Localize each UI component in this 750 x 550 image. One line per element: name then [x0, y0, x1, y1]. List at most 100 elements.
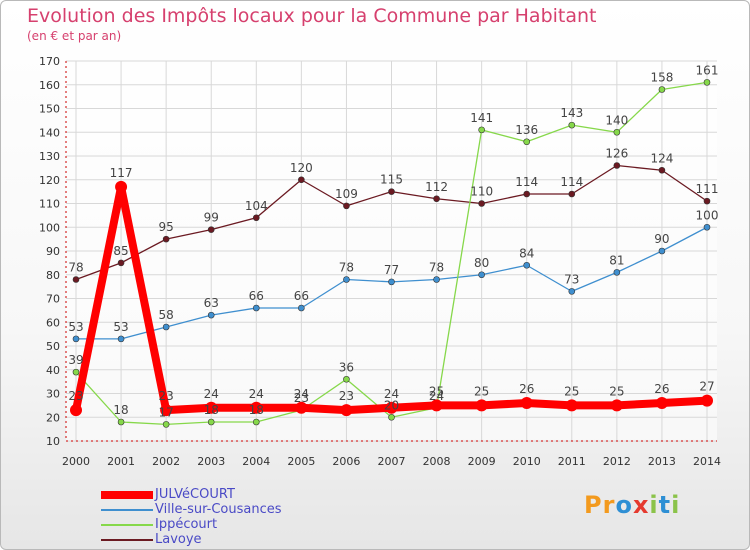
data-point [568, 121, 576, 129]
data-label: 84 [519, 246, 534, 260]
x-tick-label: 2012 [603, 455, 631, 468]
data-point [388, 413, 395, 421]
x-tick-label: 2003 [197, 455, 225, 468]
y-tick-label: 80 [46, 269, 60, 282]
data-point [205, 401, 218, 414]
data-point [475, 399, 488, 412]
data-point [343, 276, 350, 283]
data-point [207, 311, 215, 319]
x-tick-label: 2006 [332, 455, 360, 468]
data-point [433, 195, 440, 203]
logo-letter: o [615, 491, 633, 519]
logo-letter: i [671, 491, 681, 519]
data-point [478, 126, 485, 134]
data-label: 25 [474, 384, 489, 398]
logo-letter: P [584, 491, 603, 519]
data-label: 66 [294, 289, 309, 303]
y-tick-label: 140 [39, 126, 60, 139]
data-point [520, 397, 533, 409]
data-point [613, 162, 621, 169]
data-label: 114 [560, 175, 583, 189]
data-point [478, 271, 485, 279]
data-point [117, 418, 125, 426]
series-lines [70, 79, 713, 428]
data-label: 136 [515, 123, 538, 137]
data-label: 26 [519, 382, 534, 396]
y-tick-label: 120 [39, 174, 60, 187]
legend-label: JULVéCOURT [155, 487, 235, 502]
x-tick-label: 2010 [513, 455, 541, 468]
x-tick-label: 2002 [152, 455, 180, 468]
data-point [703, 223, 711, 231]
data-label: 53 [68, 320, 83, 334]
data-point [568, 288, 576, 295]
data-point [117, 259, 125, 267]
data-label: 85 [113, 244, 128, 258]
x-tick-label: 2011 [558, 455, 586, 468]
data-label: 120 [290, 161, 313, 175]
data-point [162, 421, 170, 428]
y-tick-label: 30 [46, 388, 60, 401]
data-point [703, 197, 711, 205]
data-point [703, 79, 711, 86]
data-point [613, 128, 621, 136]
data-label: 95 [159, 220, 174, 234]
logo-letter: i [649, 491, 659, 519]
data-point [250, 401, 263, 414]
data-point [70, 404, 82, 417]
chart-subtitle: (en € et par an) [27, 29, 122, 43]
legend-swatch [101, 508, 153, 511]
data-point [162, 323, 170, 331]
legend-swatch [101, 490, 153, 499]
data-point [658, 86, 666, 93]
data-label: 25 [564, 384, 579, 398]
data-point [207, 226, 215, 233]
data-label: 90 [654, 232, 669, 246]
data-point [343, 202, 350, 210]
data-point [658, 247, 666, 255]
data-label: 81 [609, 253, 624, 267]
data-point [72, 335, 80, 343]
data-point [117, 335, 125, 343]
data-point [701, 394, 713, 407]
data-label: 104 [245, 199, 268, 213]
legend-label: Lavoye [155, 532, 202, 547]
data-point [252, 214, 260, 222]
data-label: 24 [384, 387, 399, 401]
data-label: 24 [249, 387, 264, 401]
data-point [72, 276, 80, 283]
y-tick-label: 160 [39, 79, 60, 92]
y-tick-label: 50 [46, 340, 60, 353]
y-tick-label: 130 [39, 150, 60, 163]
proxiti-logo: Proxiti [584, 491, 680, 519]
data-point [433, 276, 440, 283]
data-label: 73 [564, 272, 579, 286]
data-label: 117 [110, 166, 133, 180]
data-point [115, 180, 128, 193]
data-point [295, 401, 308, 414]
data-label: 99 [204, 211, 219, 225]
data-label: 25 [429, 384, 444, 398]
data-point [658, 166, 666, 174]
data-label: 100 [696, 208, 719, 222]
x-tick-label: 2001 [107, 455, 135, 468]
data-label: 24 [294, 387, 309, 401]
data-label: 80 [474, 256, 489, 270]
data-label: 53 [113, 320, 128, 334]
y-tick-label: 20 [46, 411, 60, 424]
data-point [610, 399, 623, 412]
data-label: 143 [560, 106, 583, 120]
x-tick-label: 2014 [693, 455, 721, 468]
y-tick-label: 70 [46, 293, 60, 306]
data-label: 140 [605, 113, 628, 127]
legend-swatch [101, 523, 153, 526]
y-tick-label: 110 [39, 198, 60, 211]
data-label: 36 [339, 360, 354, 374]
data-labels: 78 85 95 99 104 120 109 115 112 110 114 114 126 124 11… [68, 63, 718, 419]
data-label: 112 [425, 180, 448, 194]
data-label: 124 [650, 151, 673, 165]
y-tick-label: 40 [46, 364, 60, 377]
x-tick-label: 2004 [242, 455, 270, 468]
